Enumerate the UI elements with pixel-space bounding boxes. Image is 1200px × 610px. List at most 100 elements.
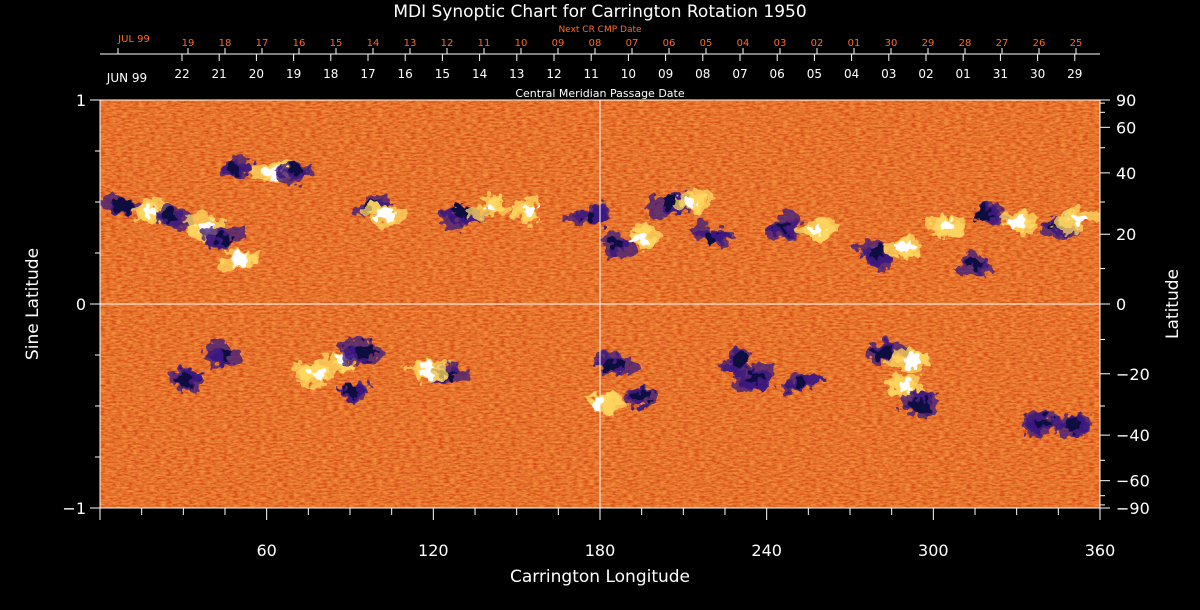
active-region	[885, 233, 922, 260]
region-core	[263, 166, 281, 181]
region-core	[583, 212, 595, 221]
next-cr-date: 16	[293, 38, 306, 49]
active-region	[885, 347, 932, 373]
region-core	[483, 204, 494, 213]
cmp-date: 03	[881, 67, 896, 81]
next-cr-date: 12	[441, 38, 454, 49]
active-regions	[100, 155, 1100, 438]
region-core	[144, 207, 156, 217]
cmp-date: 06	[770, 67, 785, 81]
cmp-month-label: JUN 99	[106, 71, 147, 85]
region-core	[811, 225, 823, 236]
region-core	[731, 353, 746, 369]
next-cr-date: 13	[404, 38, 417, 49]
x-tick-label: 180	[585, 541, 616, 560]
cmp-date: 12	[546, 67, 561, 81]
region-core	[899, 379, 912, 392]
next-cr-date: 30	[885, 38, 898, 49]
active-region	[1053, 205, 1100, 235]
region-halo	[1058, 218, 1077, 228]
region-core	[628, 234, 649, 243]
y-right-tick-label: −60	[1116, 472, 1150, 491]
cmp-date: 29	[1067, 67, 1082, 81]
y-right-tick-label: 0	[1116, 295, 1126, 314]
region-core	[940, 220, 955, 233]
next-cr-date: 02	[811, 38, 824, 49]
region-halo	[693, 220, 710, 239]
active-region	[899, 390, 938, 423]
x-tick-label: 120	[418, 541, 449, 560]
active-region	[782, 372, 826, 393]
region-core	[163, 206, 176, 222]
active-region	[764, 211, 801, 240]
region-core	[686, 195, 698, 209]
cmp-date: 31	[993, 67, 1008, 81]
cmp-date: 17	[360, 67, 375, 81]
next-cr-date: 29	[922, 38, 935, 49]
cmp-date: 14	[472, 67, 487, 81]
next-cr-date: 11	[478, 38, 491, 49]
next-cr-month-label: JUL 99	[117, 34, 150, 45]
region-core	[605, 238, 623, 248]
cmp-date: 20	[249, 67, 264, 81]
y-right-tick-label: −20	[1116, 365, 1150, 384]
chart-title: MDI Synoptic Chart for Carrington Rotati…	[393, 2, 806, 22]
y-axis-right-label: Latitude	[1163, 269, 1183, 339]
active-region	[925, 214, 965, 238]
cmp-date: 09	[658, 67, 673, 81]
active-region	[599, 231, 636, 259]
region-core	[794, 378, 806, 389]
region-halo	[586, 208, 606, 224]
region-core	[1008, 217, 1026, 228]
region-core	[974, 206, 993, 222]
next-cr-date: 15	[330, 38, 343, 49]
active-region	[340, 337, 382, 367]
active-region	[219, 155, 253, 179]
active-region	[628, 223, 664, 252]
region-core	[775, 222, 792, 231]
active-region	[203, 338, 244, 367]
region-core	[1066, 419, 1079, 434]
next-cr-date: 03	[774, 38, 787, 49]
next-cr-date: 28	[959, 38, 972, 49]
cmp-date: 08	[695, 67, 710, 81]
y-left-tick-label: −1	[62, 499, 86, 518]
next-cr-date: 17	[256, 38, 269, 49]
cmp-date: 05	[807, 67, 822, 81]
cmp-date: 13	[509, 67, 524, 81]
region-core	[871, 245, 884, 261]
region-core	[872, 347, 895, 359]
active-region	[719, 347, 751, 375]
region-core	[910, 399, 929, 413]
x-tick-label: 240	[751, 541, 782, 560]
region-core	[895, 242, 916, 252]
active-region	[200, 226, 245, 249]
active-region	[797, 217, 837, 242]
next-cr-date: 01	[848, 38, 861, 49]
active-region	[1051, 413, 1093, 438]
cmp-date: 11	[584, 67, 599, 81]
cmp-date: 16	[398, 67, 413, 81]
y-left-tick-label: 1	[76, 91, 86, 110]
region-core	[900, 354, 922, 368]
y-right-tick-label: −90	[1116, 499, 1150, 518]
active-region	[221, 248, 263, 272]
active-region	[407, 359, 448, 383]
x-axis: 60 120 180 240 300 360	[99, 508, 1115, 560]
cmp-date: 02	[918, 67, 933, 81]
cmp-date: 07	[732, 67, 747, 81]
next-cr-date: 19	[182, 38, 195, 49]
region-core	[174, 373, 192, 386]
active-region	[997, 208, 1038, 236]
y-right-tick-label: 40	[1116, 164, 1136, 183]
next-cr-date: 04	[737, 38, 750, 49]
y-axis-left-label: Sine Latitude	[23, 248, 43, 360]
y-right-tick-label: 20	[1116, 225, 1136, 244]
next-cr-date: 07	[626, 38, 639, 49]
x-tick-label: 300	[918, 541, 949, 560]
region-core	[227, 160, 240, 175]
region-core	[219, 349, 231, 361]
region-core	[228, 251, 250, 267]
x-tick-label: 60	[256, 541, 276, 560]
